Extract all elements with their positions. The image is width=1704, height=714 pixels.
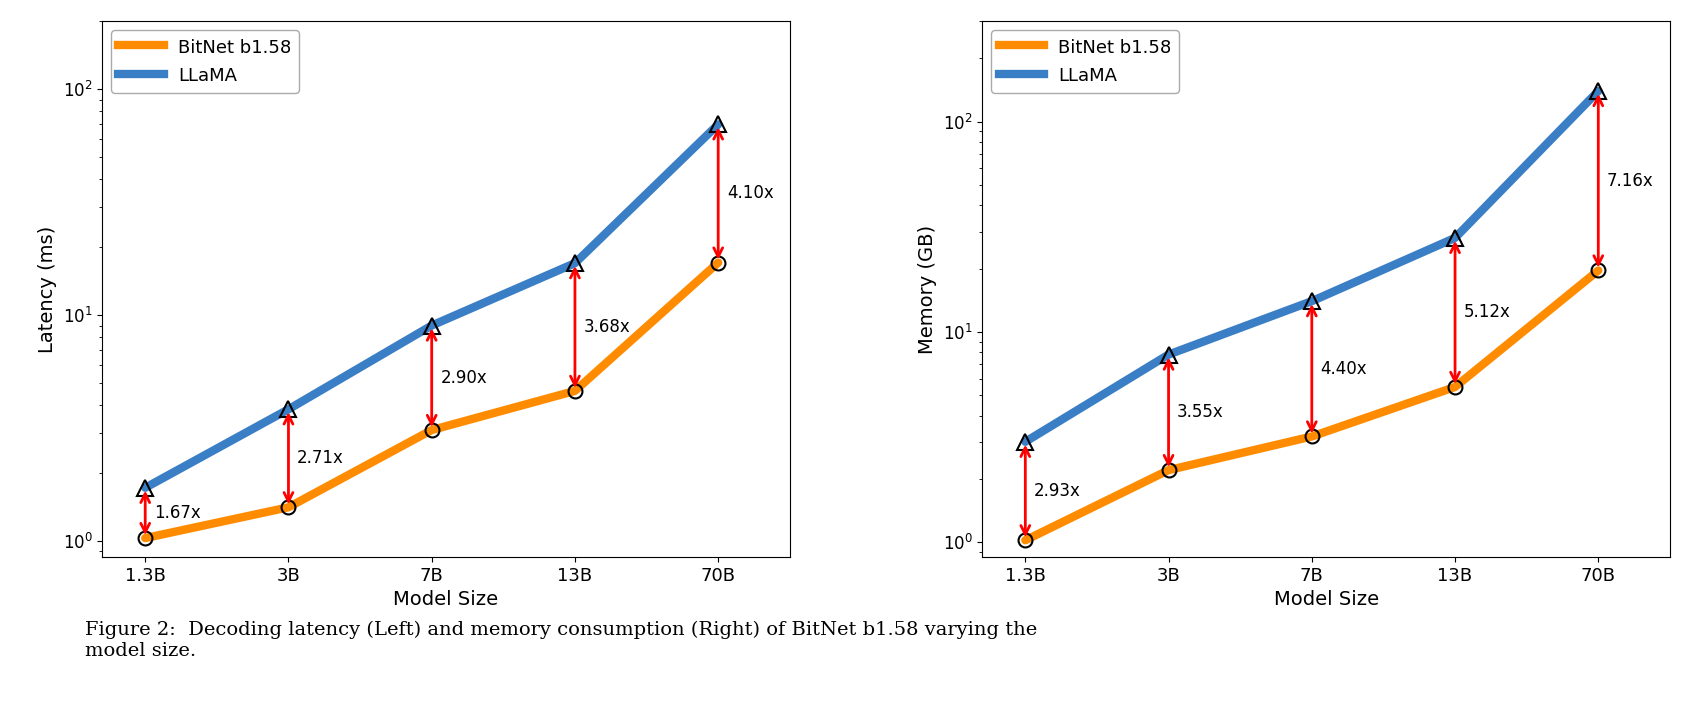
Legend: BitNet b1.58, LLaMA: BitNet b1.58, LLaMA bbox=[992, 31, 1179, 93]
Text: 3.68x: 3.68x bbox=[583, 318, 630, 336]
Text: Figure 2:  Decoding latency (Left) and memory consumption (Right) of BitNet b1.5: Figure 2: Decoding latency (Left) and me… bbox=[85, 621, 1038, 660]
Text: 2.71x: 2.71x bbox=[296, 449, 344, 467]
Text: 2.90x: 2.90x bbox=[440, 368, 487, 387]
Text: 4.10x: 4.10x bbox=[728, 184, 774, 203]
Text: 5.12x: 5.12x bbox=[1464, 303, 1510, 321]
X-axis label: Model Size: Model Size bbox=[1273, 590, 1379, 609]
Text: 2.93x: 2.93x bbox=[1034, 482, 1080, 500]
Y-axis label: Memory (GB): Memory (GB) bbox=[918, 225, 937, 353]
Text: 3.55x: 3.55x bbox=[1177, 403, 1223, 421]
Text: 7.16x: 7.16x bbox=[1607, 172, 1653, 190]
X-axis label: Model Size: Model Size bbox=[394, 590, 499, 609]
Text: 4.40x: 4.40x bbox=[1321, 360, 1367, 378]
Legend: BitNet b1.58, LLaMA: BitNet b1.58, LLaMA bbox=[111, 31, 298, 93]
Y-axis label: Latency (ms): Latency (ms) bbox=[37, 226, 56, 353]
Text: 1.67x: 1.67x bbox=[153, 504, 201, 522]
